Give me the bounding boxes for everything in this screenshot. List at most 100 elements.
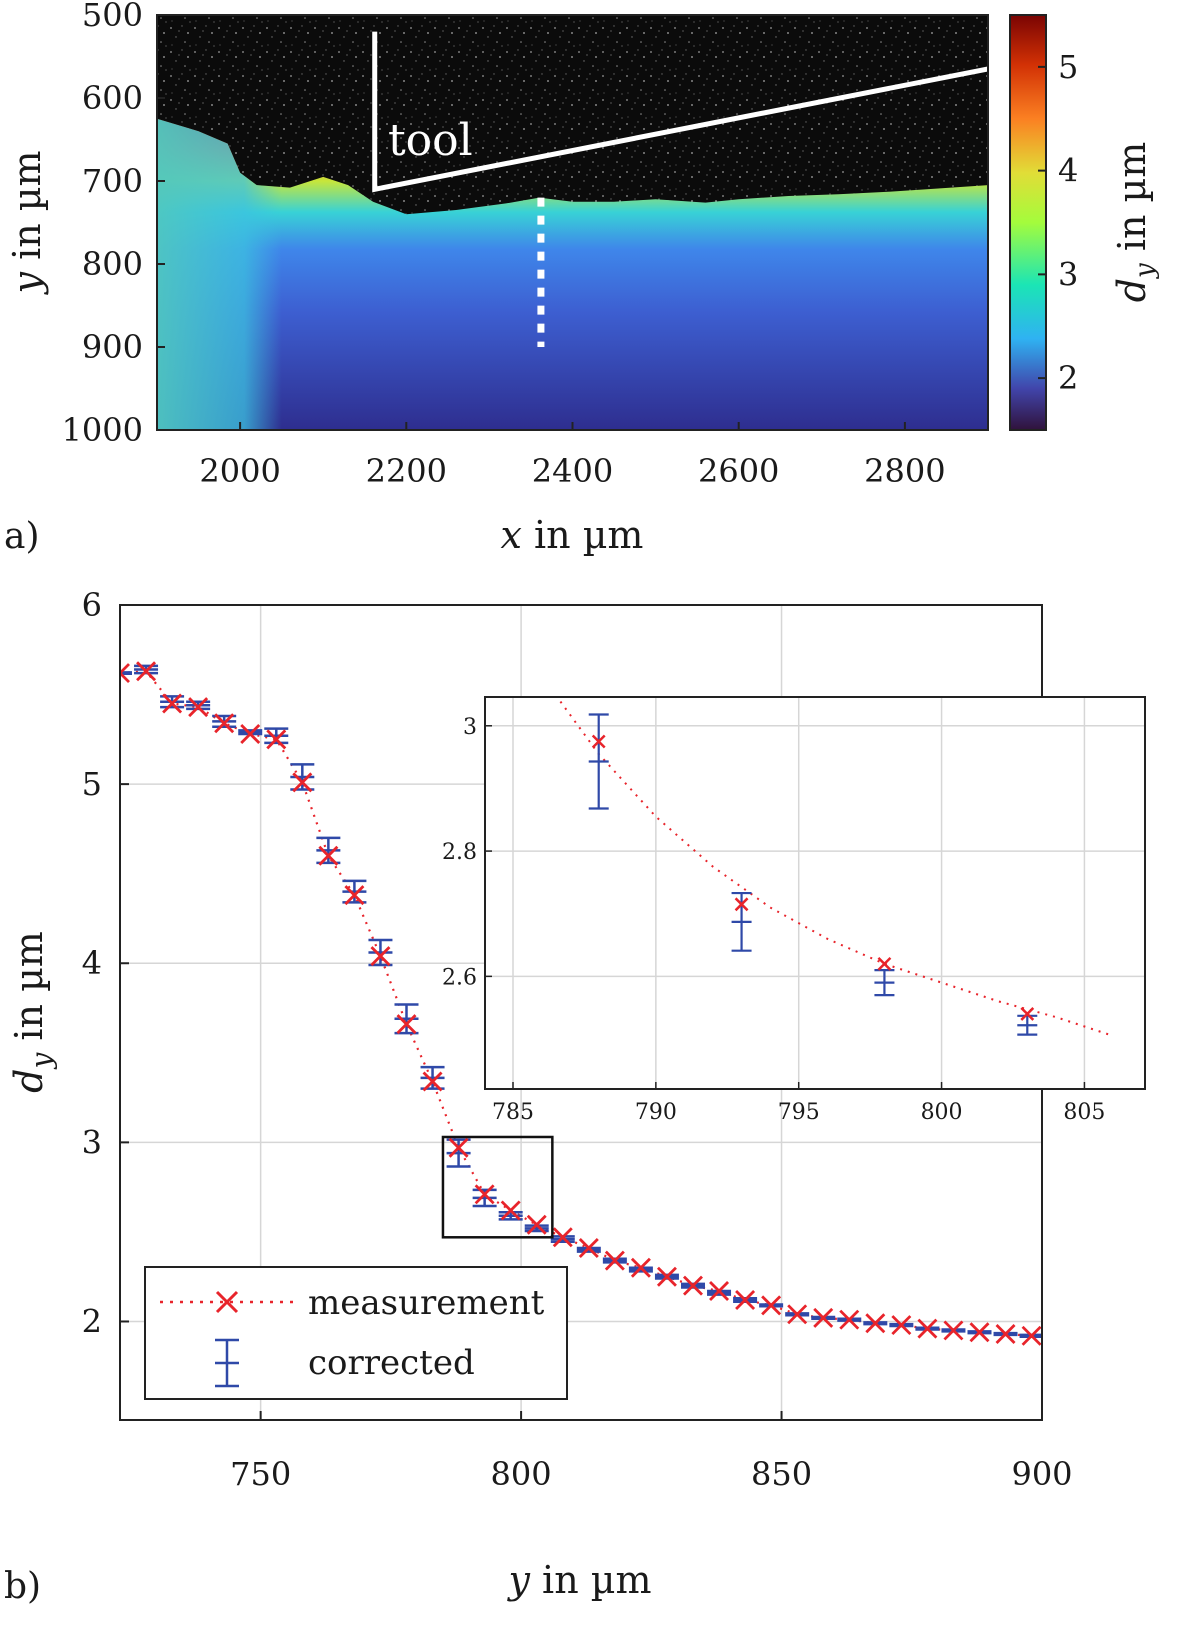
inset-corrected-error-bar <box>1017 1014 1038 1036</box>
measurement-marker <box>865 1313 886 1334</box>
panel-b-ytick-label: 2 <box>82 1302 102 1340</box>
panel-b-xtick-label: 900 <box>1011 1455 1072 1493</box>
inset-measurement-marker <box>877 956 892 971</box>
legend-corrected-label: corrected <box>308 1343 475 1383</box>
inset-xtick-label: 805 <box>1063 1100 1105 1125</box>
measurement-marker <box>396 1014 417 1035</box>
measurement-marker <box>120 663 130 684</box>
measurement-marker <box>578 1238 599 1259</box>
zoom-box <box>441 1135 554 1239</box>
panel-b: 750 800 850 900 2 3 4 5 6 785 790 795 800 805 2.6 2.8 3… <box>4 586 1146 1607</box>
panel-a-ytick-label: 700 <box>82 162 143 200</box>
inset-axes: 785 790 795 800 805 2.6 2.8 3 <box>442 715 1105 1125</box>
colorbar-ticks: 2 3 4 5 <box>1038 48 1078 397</box>
inset-series <box>555 697 1114 1037</box>
panel-a-xtick-label: 2000 <box>199 452 280 490</box>
panel-a-xtick-label: 2200 <box>366 452 447 490</box>
measurement-marker <box>917 1318 938 1339</box>
measurement-marker <box>656 1266 677 1287</box>
panel-b-axes: 750 800 850 900 2 3 4 5 6 <box>82 586 1073 1493</box>
corrected-error-bar <box>472 1188 497 1208</box>
inset-zoom: 785 790 795 800 805 2.6 2.8 3 <box>442 696 1146 1125</box>
measurement-marker <box>1021 1325 1042 1346</box>
panel-b-ytick-label: 6 <box>82 586 102 624</box>
measurement-marker <box>761 1295 782 1316</box>
tool-outline <box>372 31 988 193</box>
measurement-marker <box>891 1315 912 1336</box>
panel-a-ylabel: y in µm <box>5 151 49 296</box>
panel-b-ytick-label: 3 <box>82 1123 102 1161</box>
panel-b-ylabel-unit: in µm <box>7 931 51 1053</box>
inset-xtick-label: 800 <box>921 1100 963 1125</box>
panel-a-xlabel-unit: in µm <box>522 513 644 557</box>
corrected-error-bar <box>394 1003 419 1035</box>
panel-a-axes: 2000 2200 2400 2600 2800 500 600 700 800 900 1000 <box>62 0 946 490</box>
measurement-marker <box>448 1137 469 1158</box>
panel-a-xtick-label: 2800 <box>864 452 945 490</box>
panel-b-label: b) <box>4 1566 41 1607</box>
colorbar-label-sub: y <box>1130 263 1160 279</box>
panel-b-xlabel: y in µm <box>507 1558 652 1602</box>
measurement-marker <box>292 772 313 793</box>
measurement-marker <box>709 1281 730 1302</box>
panel-b-xlabel-var: y <box>507 1558 531 1602</box>
corrected-error-bar <box>316 836 341 865</box>
inset-ytick-label: 2.6 <box>442 965 477 990</box>
inset-measurement-marker <box>734 897 749 912</box>
colorbar-tick-label: 5 <box>1058 48 1078 86</box>
legend: measurement corrected <box>144 1266 568 1400</box>
legend-measurement-marker <box>215 1290 239 1314</box>
measurement-marker <box>422 1071 443 1092</box>
panel-a-xtick-label: 2600 <box>698 452 779 490</box>
measurement-marker <box>266 729 287 750</box>
measurement-marker <box>995 1324 1016 1345</box>
colorbar <box>1009 14 1047 431</box>
colorbar-label-unit: in µm <box>1110 142 1154 264</box>
legend-box <box>144 1266 568 1400</box>
measurement-marker <box>318 845 339 866</box>
panel-a-label: a) <box>4 516 40 557</box>
corrected-error-bar <box>290 763 315 791</box>
panel-a-xlabel: x in µm <box>501 513 644 557</box>
colorbar-tick-label: 4 <box>1058 152 1078 190</box>
inset-frame <box>484 696 1146 1090</box>
corrected-error-bar <box>342 879 367 904</box>
measurement-marker <box>735 1290 756 1310</box>
colorbar-label-var: d <box>1110 278 1154 302</box>
measurement-marker <box>162 693 183 714</box>
inset-corrected-error-bar <box>731 891 752 952</box>
panel-b-ylabel-sub: y <box>25 1052 58 1071</box>
measurement-marker <box>969 1322 990 1343</box>
inset-background <box>485 697 1145 1089</box>
panel-a-ytick-label: 900 <box>82 328 143 366</box>
corrected-error-bar <box>264 727 289 745</box>
panel-b-ytick-label: 4 <box>82 944 102 982</box>
panel-a-xtick-label: 2400 <box>532 452 613 490</box>
panel-a-ylabel-unit: in µm <box>5 151 49 273</box>
inset-xtick-label: 795 <box>778 1100 820 1125</box>
inset-ytick-label: 2.8 <box>442 840 477 865</box>
measurement-line <box>120 670 1032 1337</box>
measurement-marker <box>370 946 391 967</box>
heatmap-left-region <box>157 118 407 430</box>
measurement-marker <box>136 661 157 682</box>
inset-measurement-line <box>555 697 1114 1037</box>
colorbar-tick-label: 2 <box>1058 359 1078 397</box>
measurement-marker <box>813 1307 834 1328</box>
panel-a-ytick-label: 800 <box>82 245 143 283</box>
corrected-error-bar <box>498 1210 523 1221</box>
measurement-marker <box>839 1309 860 1330</box>
panel-a-ylabel-var: y <box>5 271 49 295</box>
measurement-marker <box>787 1304 808 1325</box>
panel-b-ylabel: dy in µm <box>7 931 58 1093</box>
inset-measurement-marker <box>591 734 606 749</box>
measurement-marker <box>214 713 235 734</box>
inset-measurement-marker <box>1020 1007 1035 1021</box>
measurement-marker <box>344 885 365 906</box>
legend-corrected-marker <box>215 1338 239 1388</box>
panel-b-ytick-label: 5 <box>82 765 102 803</box>
panel-b-ylabel-var: d <box>7 1069 51 1093</box>
panel-a: tool 2000 2200 2400 2600 2800 500 600 700 800 900… <box>4 0 1160 557</box>
panel-b-xtick-label: 750 <box>230 1455 291 1493</box>
